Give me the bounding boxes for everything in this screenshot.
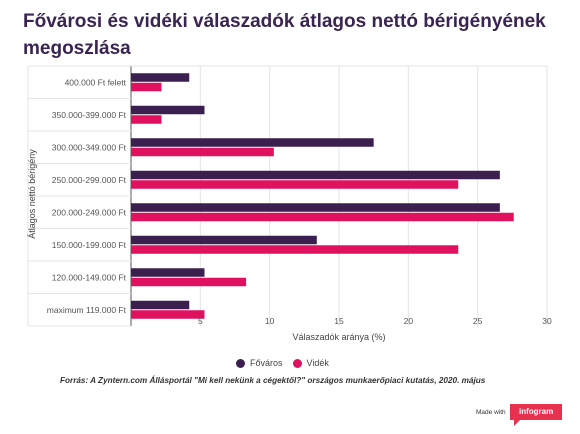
category-label: maximum 119.000 Ft — [47, 305, 127, 315]
category-label: 150.000-199.000 Ft — [52, 240, 127, 250]
source-note: Forrás: A Zyntern.com Állásportál "Mi ke… — [60, 376, 486, 385]
x-tick-label: 5 — [198, 316, 203, 326]
y-axis-label: Átlagos nettó bérigény — [27, 149, 37, 239]
category-label: 250.000-299.000 Ft — [52, 175, 127, 185]
bar-budapest — [131, 170, 500, 180]
bar-videk — [131, 212, 514, 222]
bar-budapest — [131, 73, 190, 82]
made-with-text: Made with — [476, 409, 506, 416]
bar-budapest — [131, 268, 205, 277]
legend: Főváros Vidék — [236, 358, 329, 368]
bar-videk — [131, 310, 205, 319]
bar-budapest — [131, 105, 205, 115]
bars — [131, 73, 514, 319]
x-axis-label: Válaszadók aránya (%) — [292, 332, 385, 342]
x-tick-label: 10 — [265, 316, 275, 326]
x-tick-label: 25 — [473, 316, 483, 326]
x-tick-label: 15 — [334, 316, 344, 326]
category-label: 120.000-149.000 Ft — [52, 272, 127, 282]
bar-budapest — [131, 203, 500, 212]
infogram-logo[interactable]: infogram — [510, 404, 563, 426]
x-tick-label: 20 — [404, 316, 414, 326]
bar-budapest — [131, 138, 374, 147]
legend-label-videk: Vidék — [306, 358, 329, 368]
bar-budapest — [131, 235, 317, 245]
bar-videk — [131, 147, 274, 157]
category-labels: 400.000 Ft felett 350.000-399.000 Ft 300.0… — [47, 77, 127, 315]
category-label: 350.000-399.000 Ft — [52, 110, 127, 120]
x-tick-label: 30 — [542, 316, 552, 326]
category-label: 200.000-249.000 Ft — [52, 207, 127, 217]
category-label: 400.000 Ft felett — [65, 77, 127, 87]
bar-videk — [131, 82, 162, 92]
legend-dot-videk — [292, 358, 302, 368]
bar-videk — [131, 115, 162, 124]
bar-videk — [131, 180, 459, 189]
bar-videk — [131, 277, 247, 287]
legend-item-budapest[interactable]: Főváros — [236, 358, 283, 368]
x-tick-labels: 5 10 15 20 25 30 — [198, 316, 552, 326]
bar-videk — [131, 245, 459, 254]
grid-layer — [27, 65, 548, 327]
bar-budapest — [131, 300, 190, 310]
category-label: 300.000-349.000 Ft — [52, 142, 127, 152]
chart-title: Fővárosi és vidéki válaszadók átlagos ne… — [23, 11, 546, 59]
legend-item-videk[interactable]: Vidék — [292, 358, 329, 368]
legend-dot-budapest — [236, 358, 245, 368]
legend-label-budapest: Főváros — [250, 358, 283, 368]
